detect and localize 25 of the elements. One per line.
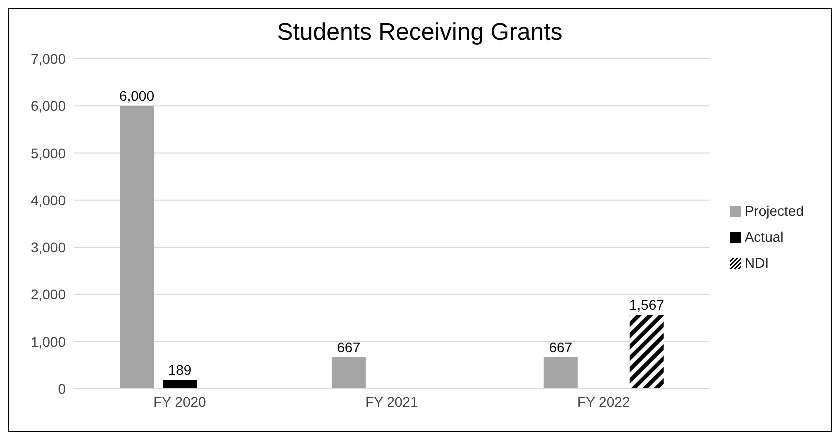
y-tick-label: 0 bbox=[58, 380, 66, 397]
legend-label: Projected bbox=[744, 202, 804, 218]
legend-label: NDI bbox=[744, 254, 769, 270]
chart-title: Students Receiving Grants bbox=[276, 19, 564, 48]
x-tick-label: FY 2021 bbox=[366, 394, 418, 410]
y-tick-label: 3,000 bbox=[30, 240, 66, 256]
data-label: 667 bbox=[337, 340, 361, 356]
y-tick-label: 1,000 bbox=[30, 334, 66, 350]
x-tick-label: FY 2022 bbox=[578, 394, 630, 410]
bar bbox=[544, 358, 578, 389]
bar bbox=[120, 106, 154, 389]
data-label: 1,567 bbox=[629, 297, 665, 314]
data-label: 6,000 bbox=[119, 88, 155, 104]
y-tick-label: 4,000 bbox=[30, 192, 66, 208]
x-tick-label: FY 2020 bbox=[154, 394, 207, 410]
data-label: 667 bbox=[549, 340, 573, 356]
y-tick-label: 5,000 bbox=[30, 145, 66, 162]
bar bbox=[163, 380, 197, 389]
legend-label: Actual bbox=[744, 228, 784, 244]
y-tick-label: 6,000 bbox=[30, 98, 66, 114]
y-tick-label: 2,000 bbox=[30, 286, 66, 303]
bar bbox=[332, 358, 366, 389]
bar bbox=[630, 315, 664, 389]
data-label: 189 bbox=[168, 362, 192, 378]
y-tick-label: 7,000 bbox=[30, 50, 66, 67]
